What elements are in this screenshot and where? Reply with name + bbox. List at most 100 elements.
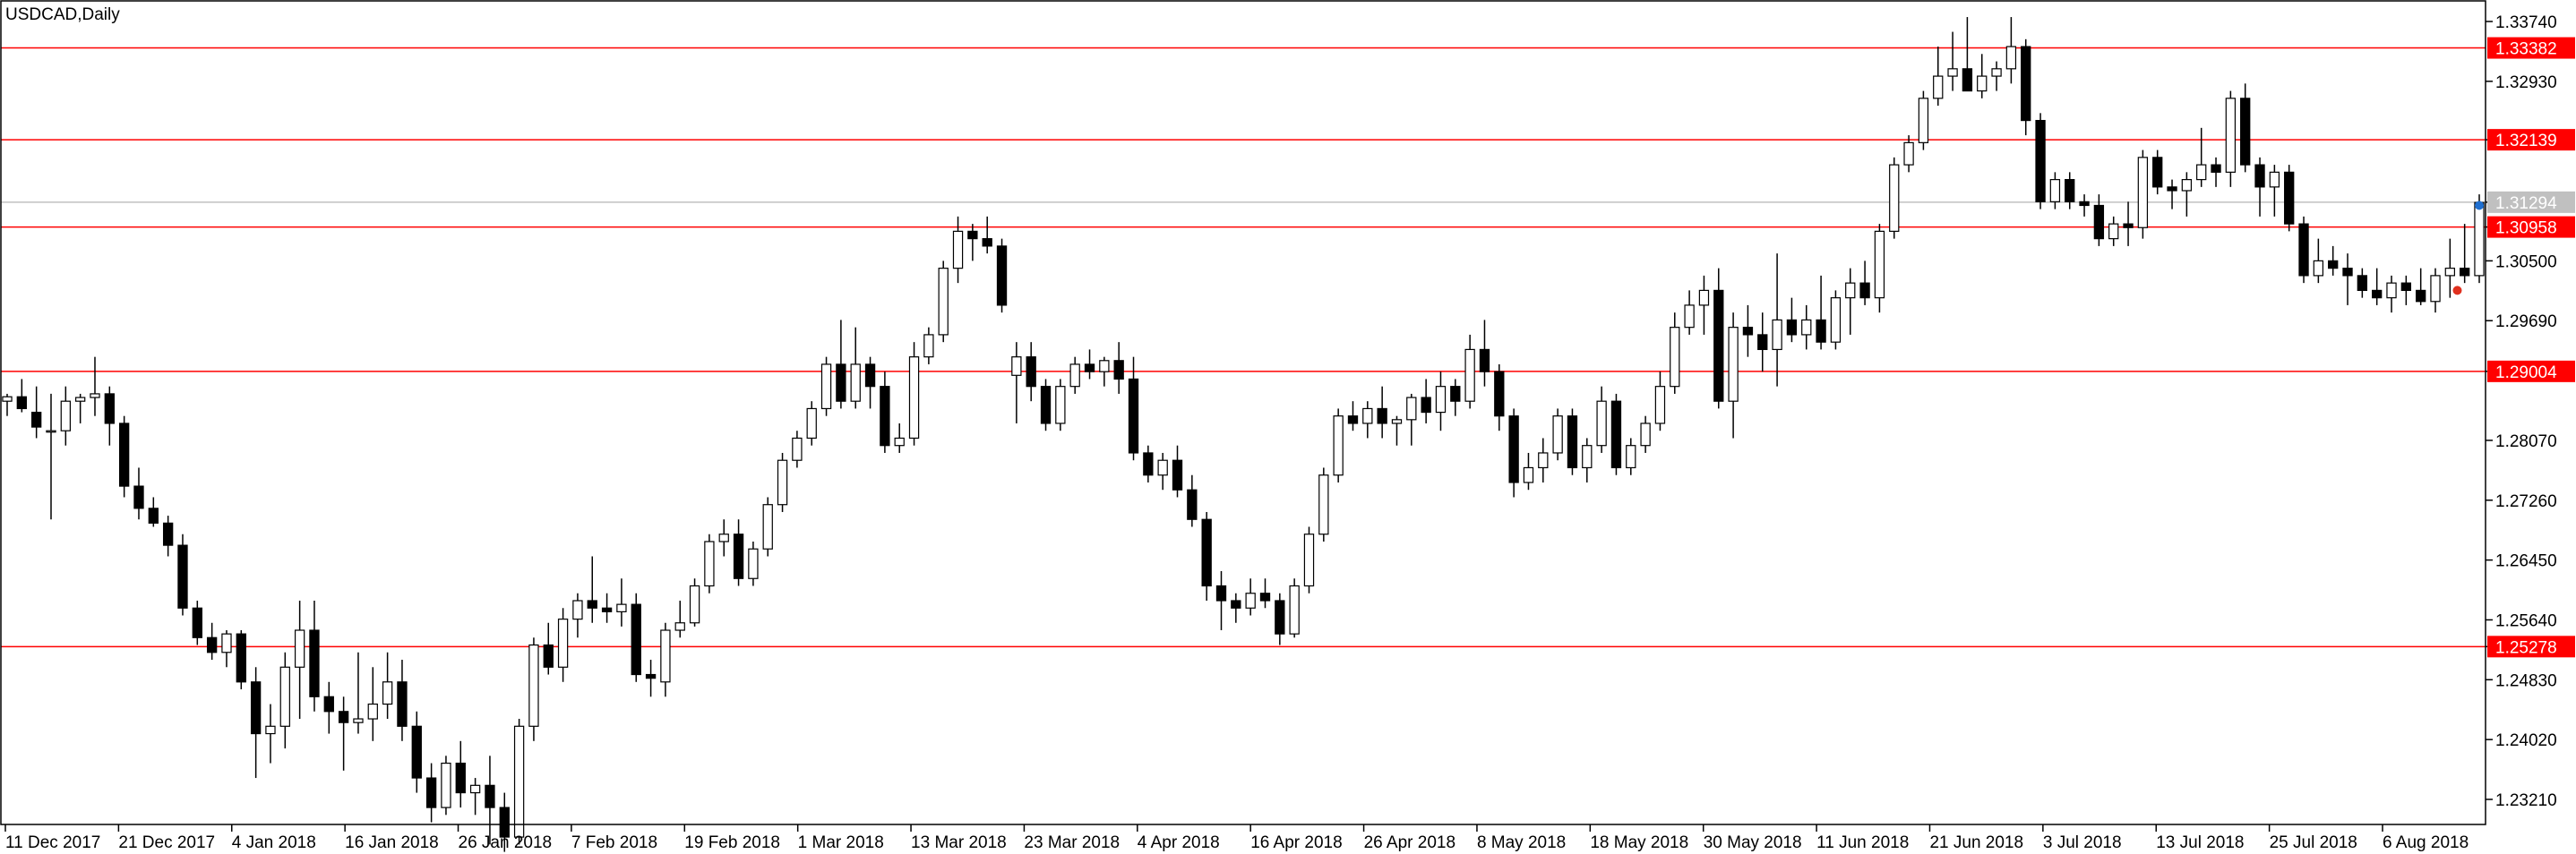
candle <box>309 601 320 712</box>
buy-marker-icon <box>2475 201 2484 210</box>
candle-body-bull <box>1626 445 1636 469</box>
candle-body-bull <box>718 534 729 542</box>
candle <box>1654 371 1666 431</box>
x-tick-label: 23 Mar 2018 <box>1024 833 1120 852</box>
candle <box>1713 268 1724 409</box>
candle-body-bear <box>587 600 597 609</box>
candle <box>908 342 920 446</box>
candle-body-bull <box>748 548 759 579</box>
candle <box>1962 17 1973 92</box>
candle <box>148 497 159 527</box>
candle <box>1728 312 1739 439</box>
candle-body-bear <box>880 386 890 447</box>
candle <box>572 593 583 638</box>
x-tick-label: 4 Jan 2018 <box>232 833 316 852</box>
candle <box>792 431 803 468</box>
candle-body-bear <box>1508 415 1519 483</box>
candle <box>1918 90 1929 150</box>
candle-body-bull <box>1889 164 1900 232</box>
candle <box>631 593 641 682</box>
candle <box>1494 363 1505 431</box>
candle <box>2137 149 2149 239</box>
candle <box>660 622 671 697</box>
candle-body-bear <box>1128 378 1139 454</box>
candle-body-bull <box>74 397 86 402</box>
level-badge <box>2487 636 2575 658</box>
candle-body-bull <box>60 400 71 431</box>
level-label: 1.25278 <box>2495 638 2557 657</box>
candle <box>2416 268 2426 305</box>
candle-body-bull <box>674 622 685 631</box>
candle-body-bear <box>864 363 876 388</box>
candle-body-bear <box>2167 186 2177 192</box>
candle <box>16 379 27 413</box>
candle <box>1742 304 1754 357</box>
candle-body-bull <box>908 356 920 440</box>
candle <box>894 423 905 453</box>
candle-body-bull <box>1874 230 1885 299</box>
candle <box>411 711 422 793</box>
candle <box>485 756 495 845</box>
candle-body-bull <box>441 762 451 808</box>
candle <box>90 356 100 416</box>
candle-body-bull <box>2108 223 2119 240</box>
candle-body-bear <box>2416 289 2426 303</box>
candle-body-bull <box>1362 407 1373 424</box>
candle-body-bear <box>1610 400 1622 469</box>
candle-body-bear <box>323 696 334 713</box>
candle <box>1026 342 1036 402</box>
candle <box>265 704 276 764</box>
y-tick-label: 1.32930 <box>2495 73 2557 92</box>
candle-body-bull <box>1654 386 1666 424</box>
candle-body-bull <box>952 230 964 269</box>
x-tick-label: 13 Jul 2018 <box>2156 833 2244 852</box>
candle <box>1289 578 1300 638</box>
candle <box>353 652 364 734</box>
candle <box>2 393 13 416</box>
candle-body-bull <box>1099 360 1110 372</box>
y-tick-label: 1.27260 <box>2495 492 2557 511</box>
candle-body-bear <box>338 711 349 723</box>
candle-body-bull <box>894 437 905 447</box>
candle-body-bear <box>455 762 466 794</box>
candle-body-bull <box>1947 68 1958 77</box>
x-tick-label: 30 May 2018 <box>1704 833 1802 852</box>
candle <box>1259 578 1271 609</box>
candle-body-bear <box>133 485 144 509</box>
candle <box>1552 408 1563 461</box>
candle <box>2065 172 2075 209</box>
candle-body-bull <box>1728 327 1739 402</box>
candle <box>1889 157 1900 239</box>
candle <box>952 216 964 284</box>
candle <box>2254 157 2265 217</box>
candle <box>1055 379 1066 431</box>
candle-body-bear <box>2021 46 2031 122</box>
candle-body-bear <box>206 636 218 653</box>
candle <box>118 415 130 498</box>
candle-body-bear <box>425 777 437 808</box>
candle <box>1084 349 1095 380</box>
candle <box>1874 224 1885 313</box>
candle <box>1479 320 1490 387</box>
plot-frame <box>0 0 2486 825</box>
candle-body-bull <box>792 437 803 461</box>
candle-body-bear <box>2211 164 2221 173</box>
candle-body-bull <box>572 600 583 620</box>
candle <box>1933 47 1944 107</box>
candle <box>2181 172 2193 217</box>
candle-body-bear <box>162 522 174 546</box>
y-tick-label: 1.33740 <box>2495 13 2557 32</box>
candle-body-bull <box>353 718 364 723</box>
candle-body-bull <box>1845 282 1856 299</box>
candle-body-bull <box>1011 356 1022 376</box>
level-label: 1.29004 <box>2495 363 2557 382</box>
candle <box>74 393 86 423</box>
candle-body-bear <box>485 784 495 808</box>
candle <box>1040 379 1052 431</box>
candle-body-bull <box>1918 98 1929 143</box>
candle-body-bull <box>1391 419 1403 424</box>
candle-body-bear <box>1962 68 1973 92</box>
candle <box>1172 445 1183 498</box>
level-badge <box>2487 129 2575 151</box>
